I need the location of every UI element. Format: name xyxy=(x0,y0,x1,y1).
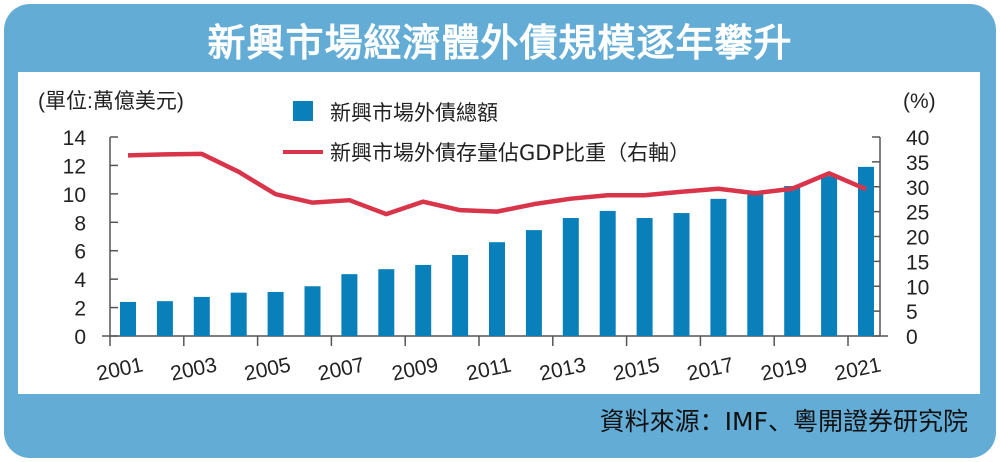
bar-2003 xyxy=(193,296,210,336)
x-tick-label: 2003 xyxy=(168,353,218,385)
chart-title: 新興市場經濟體外債規模逐年攀升 xyxy=(207,21,793,65)
bar-2004 xyxy=(230,292,247,336)
legend-bar-label: 新興市場外債總額 xyxy=(330,101,498,125)
bar-2002 xyxy=(156,301,173,336)
left-tick-label: 10 xyxy=(63,184,86,207)
right-tick-label: 35 xyxy=(906,152,929,175)
bar-2013 xyxy=(562,218,579,336)
right-unit-label: (%) xyxy=(903,90,936,113)
right-tick-label: 40 xyxy=(906,127,929,150)
bar-2021 xyxy=(858,166,874,336)
legend-line-label: 新興市場外債存量佔GDP比重（右軸） xyxy=(330,141,690,165)
bar-2005 xyxy=(267,291,284,336)
bar-2006 xyxy=(304,286,321,336)
bar-2001 xyxy=(120,301,136,336)
right-tick-label: 10 xyxy=(906,276,929,299)
source-note: 資料來源：IMF、粵開證券研究院 xyxy=(599,407,968,436)
x-tick-label: 2019 xyxy=(759,353,809,385)
bar-2011 xyxy=(489,242,505,336)
bar-2015 xyxy=(636,218,653,336)
x-tick-label: 2011 xyxy=(464,354,513,386)
bar-2018 xyxy=(747,192,764,336)
x-tick-label: 2021 xyxy=(833,353,883,385)
bar-2010 xyxy=(452,254,469,336)
bar-2017 xyxy=(710,198,727,336)
bar-2007 xyxy=(341,274,358,336)
bar-2008 xyxy=(378,269,395,336)
bar-2014 xyxy=(599,210,616,336)
left-tick-label: 12 xyxy=(63,155,86,178)
left-tick-label: 2 xyxy=(74,298,86,321)
left-tick-label: 6 xyxy=(74,241,86,264)
left-tick-label: 4 xyxy=(74,269,86,292)
bar-2016 xyxy=(673,213,690,336)
bar-2009 xyxy=(415,264,432,336)
right-tick-label: 30 xyxy=(906,177,929,200)
left-tick-label: 14 xyxy=(63,127,87,150)
x-tick-label: 2015 xyxy=(611,353,661,385)
x-tick-label: 2007 xyxy=(316,353,366,385)
left-tick-label: 0 xyxy=(74,326,86,349)
legend-bar-swatch xyxy=(293,101,313,121)
x-tick-label: 2001 xyxy=(95,353,145,385)
plot-panel xyxy=(18,72,980,394)
x-tick-label: 2005 xyxy=(242,353,292,385)
right-tick-label: 25 xyxy=(906,202,929,225)
right-tick-label: 15 xyxy=(906,251,929,274)
x-tick-label: 2013 xyxy=(537,353,587,385)
right-tick-label: 20 xyxy=(906,227,929,250)
bar-2012 xyxy=(525,230,542,336)
right-tick-label: 5 xyxy=(906,301,918,324)
left-unit-label: (單位:萬億美元) xyxy=(38,90,184,113)
x-tick-label: 2017 xyxy=(685,353,735,385)
x-tick-label: 2009 xyxy=(390,353,440,385)
bar-2019 xyxy=(784,186,801,336)
bar-2020 xyxy=(821,176,838,336)
right-tick-label: 0 xyxy=(906,326,918,349)
left-tick-label: 8 xyxy=(74,212,86,235)
